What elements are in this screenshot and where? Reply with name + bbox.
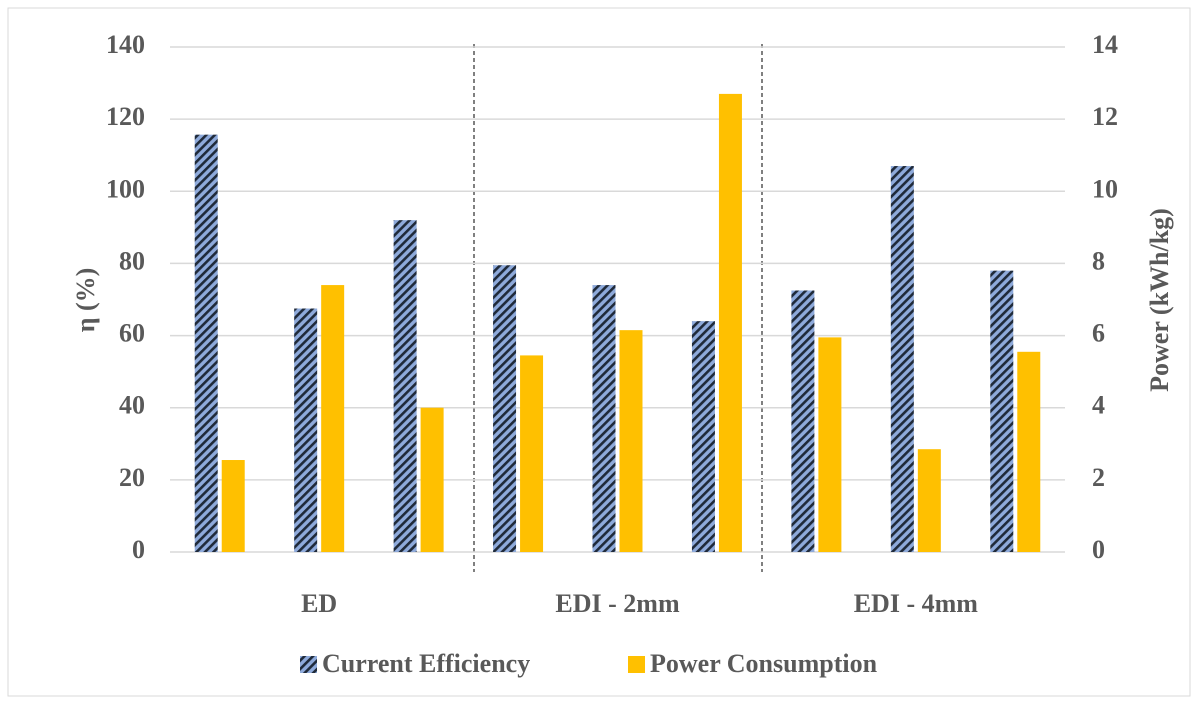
bar (791, 290, 815, 552)
bar (493, 265, 517, 552)
bar (1017, 351, 1041, 552)
bar (592, 285, 616, 552)
y2-tick-label: 6 (1092, 319, 1105, 348)
x-tick-label: EDI - 2mm (555, 589, 680, 618)
legend-swatch (628, 656, 645, 673)
y-tick-label: 20 (119, 463, 145, 492)
bar (818, 337, 842, 552)
legend-swatch (300, 656, 317, 673)
bar (393, 220, 417, 552)
bar (420, 407, 444, 552)
bar (294, 308, 318, 552)
y2-axis-title: Power (kWh/kg) (1145, 208, 1174, 392)
y2-tick-label: 12 (1092, 102, 1118, 131)
y-axis-title: η (%) (71, 268, 100, 333)
y2-tick-label: 0 (1092, 535, 1105, 564)
y-tick-label: 40 (119, 391, 145, 420)
y2-tick-label: 4 (1092, 391, 1105, 420)
y-tick-label: 120 (106, 102, 145, 131)
y-tick-label: 60 (119, 319, 145, 348)
x-tick-label: EDI - 4mm (854, 589, 979, 618)
bar (619, 330, 643, 552)
y2-tick-label: 2 (1092, 463, 1105, 492)
bar (221, 460, 245, 552)
y-tick-label: 140 (106, 30, 145, 59)
y2-tick-label: 14 (1092, 30, 1118, 59)
bar (194, 134, 218, 552)
y-tick-label: 80 (119, 246, 145, 275)
y2-tick-label: 10 (1092, 174, 1118, 203)
bar (917, 449, 941, 552)
bar (718, 93, 742, 553)
bar (691, 321, 715, 552)
x-tick-label: ED (301, 589, 337, 618)
y-tick-label: 100 (106, 174, 145, 203)
legend-label: Power Consumption (650, 649, 878, 678)
bar (990, 270, 1014, 552)
y-tick-label: 0 (132, 535, 145, 564)
legend-label: Current Efficiency (322, 649, 530, 678)
y2-tick-label: 8 (1092, 246, 1105, 275)
bar (520, 355, 544, 552)
bar (321, 285, 345, 552)
bar (890, 166, 914, 553)
